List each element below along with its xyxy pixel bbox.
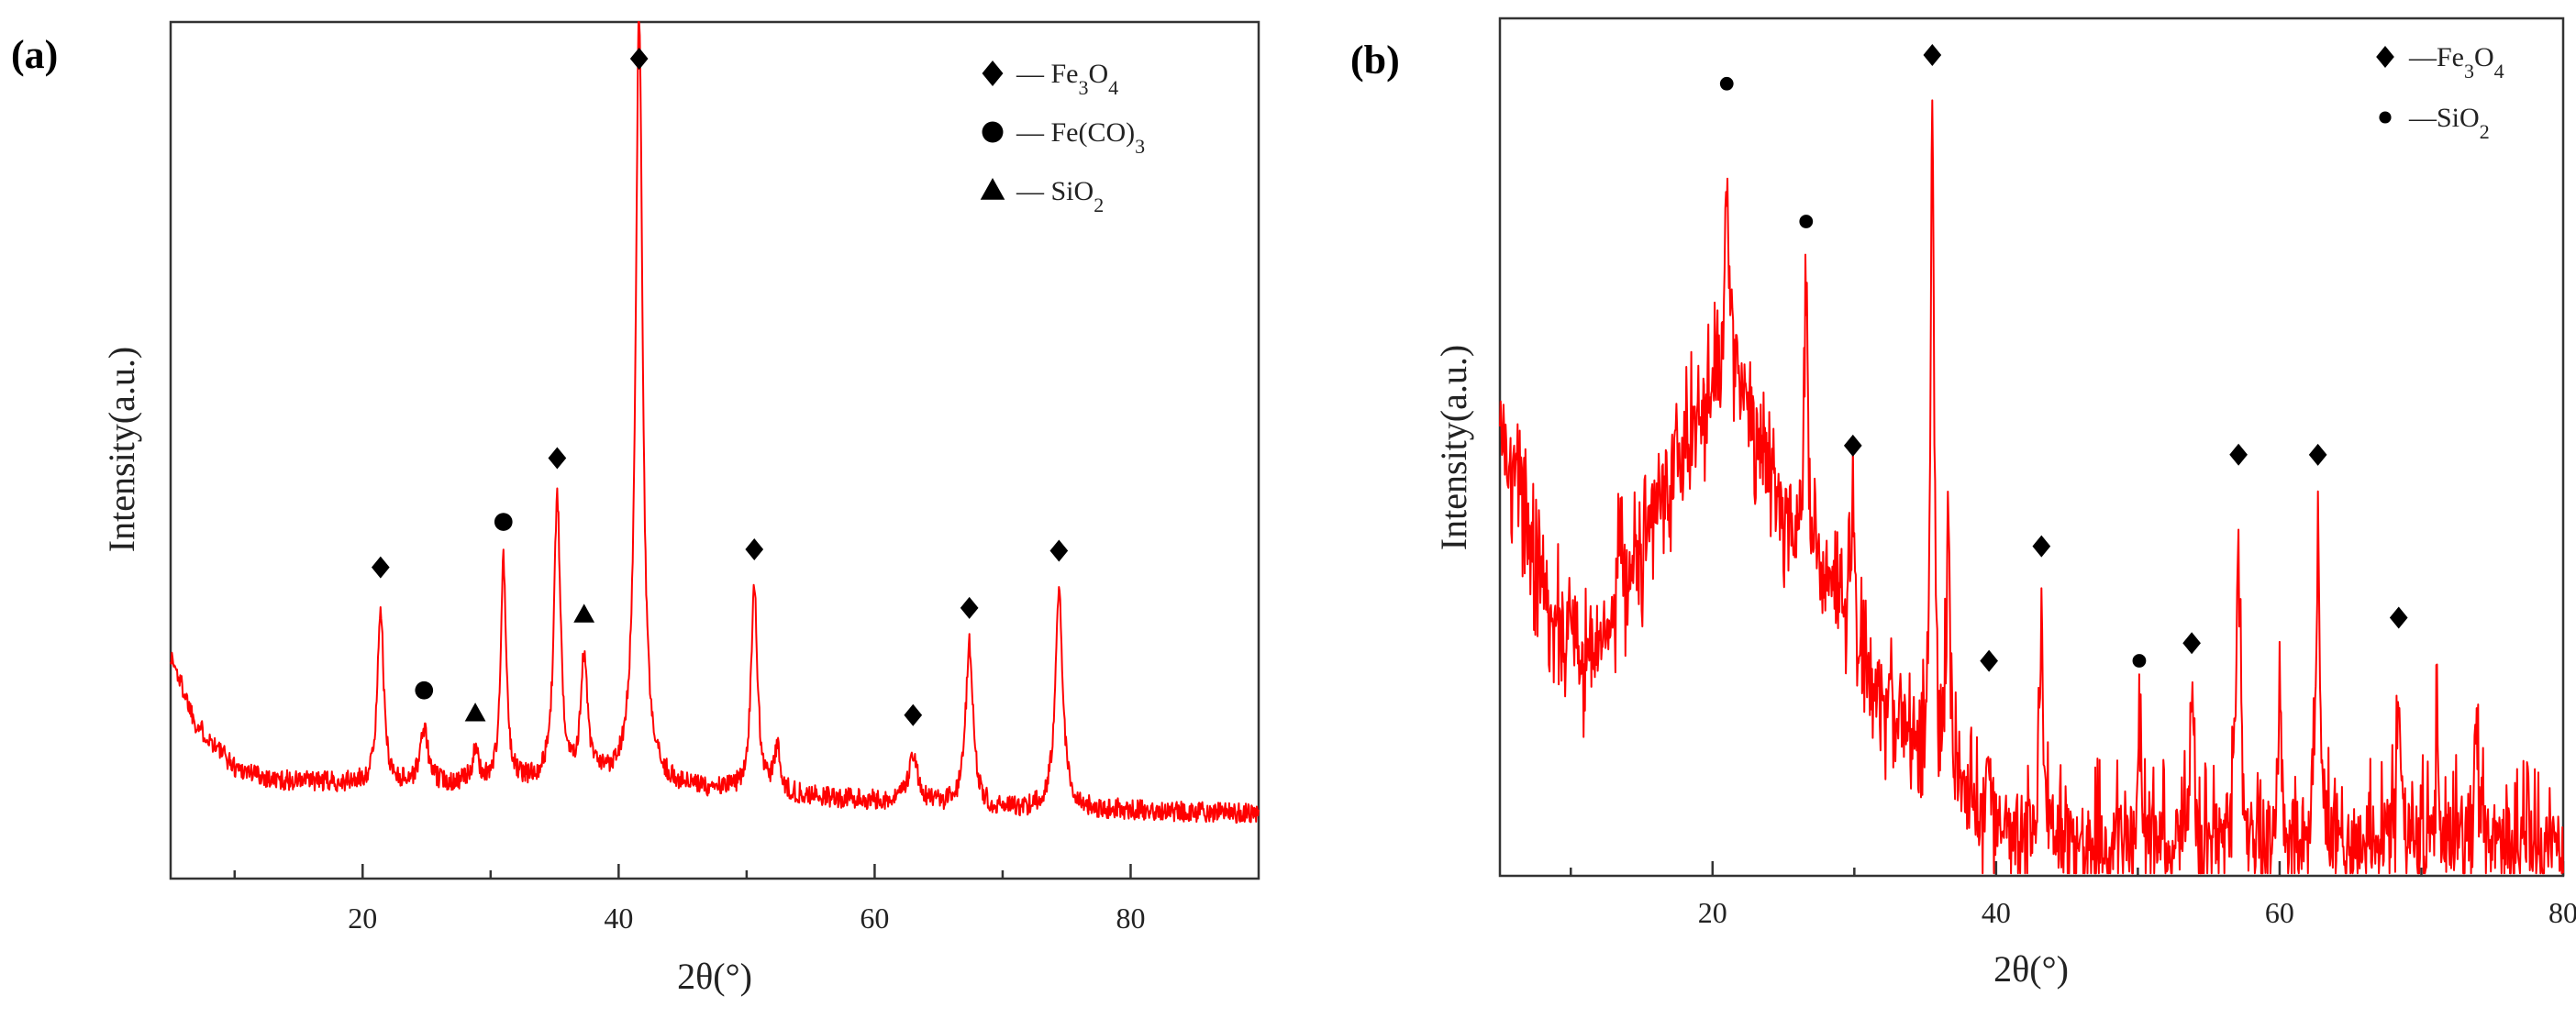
y-axis-title: Intensity(a.u.) [101,347,142,552]
x-tick-label: 40 [604,902,633,935]
peak-marker-diamond [2182,632,2201,655]
panel-a: (a) 20 40 60 80 2θ(°) Intensity(a.u.) — Fe3O4 — … [11,20,1260,997]
panel-b: (b) 20 40 60 80 2θ(°) Intensity(a.u.) —Fe3O4 —Si… [1350,17,2576,990]
legend-label: —Fe3O4 [2408,42,2504,83]
legend-marker-triangle [980,178,1005,200]
peak-marker-diamond [371,556,390,579]
x-tick-label: 40 [1982,896,2011,929]
peak-marker-circle [1799,215,1814,228]
panel-label: (b) [1350,38,1400,83]
peak-marker-circle [2132,654,2147,668]
peak-marker-diamond [1843,434,1862,457]
x-tick-label: 60 [2265,896,2294,929]
peak-marker-circle [415,681,434,700]
peak-marker-diamond [2308,443,2327,466]
x-tick-label: 20 [348,902,377,935]
legend-marker-diamond [2376,46,2394,68]
plot-frame [169,20,1260,880]
plot-frame [1498,17,2565,878]
peak-marker-diamond [629,48,649,70]
x-tick-label: 80 [2548,896,2576,929]
peak-marker-diamond [960,596,979,619]
legend-label: — Fe3O4 [1016,59,1118,99]
peak-marker-diamond [1049,539,1069,562]
peak-marker-circle [494,513,513,531]
legend-label: —SiO2 [2408,103,2490,143]
peak-marker-circle [1719,76,1734,91]
peak-marker-triangle [573,603,595,623]
peak-marker-diamond [2032,535,2051,558]
legend-marker-circle [2379,111,2392,124]
xrd-pattern-line [170,21,1260,824]
legend-marker-diamond [982,61,1004,86]
legend-label: — SiO2 [1016,176,1104,216]
y-axis-title: Intensity(a.u.) [1433,345,1474,550]
legend-label: — Fe(CO)3 [1016,117,1145,158]
x-axis-title: 2θ(°) [677,956,752,997]
legend-marker-circle [982,121,1004,143]
panel-label: (a) [11,32,58,77]
peak-marker-triangle [464,703,486,722]
peak-marker-diamond [904,703,923,726]
x-tick-label: 80 [1116,902,1145,935]
x-tick-label: 60 [860,902,889,935]
peak-marker-diamond [548,447,567,470]
xrd-pattern-line [1499,99,2564,875]
peak-marker-diamond [2229,443,2248,466]
peak-marker-diamond [1923,44,1942,66]
peak-marker-diamond [1980,649,1998,672]
peak-marker-diamond [745,538,764,561]
x-axis-title: 2θ(°) [1993,948,2069,990]
peak-marker-diamond [2389,606,2408,629]
x-tick-label: 20 [1698,896,1727,929]
